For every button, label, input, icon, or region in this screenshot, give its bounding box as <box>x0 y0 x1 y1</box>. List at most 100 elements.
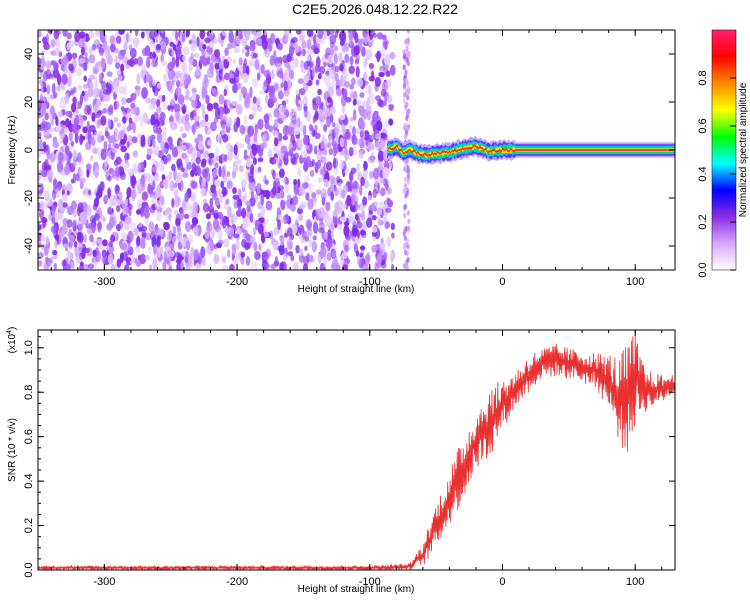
noise-blob <box>322 149 328 156</box>
noise-blob <box>56 73 62 86</box>
colorbar-ticks: 0.0 0.2 0.4 0.6 0.8 <box>697 70 736 278</box>
noise-strip-blob <box>405 109 409 116</box>
noise-blob <box>171 198 175 208</box>
spectrogram-y-tick-label: 0 <box>23 147 35 153</box>
noise-blob <box>263 218 269 224</box>
noise-blob <box>314 64 319 74</box>
noise-blob <box>94 166 99 179</box>
noise-blob <box>359 92 365 98</box>
noise-blob <box>98 72 103 82</box>
noise-blob <box>204 126 212 136</box>
noise-blob <box>58 198 64 210</box>
noise-blob <box>134 30 139 37</box>
noise-blob <box>162 147 168 154</box>
noise-blob <box>224 99 231 106</box>
noise-blob <box>350 194 356 206</box>
noise-blob <box>356 127 361 135</box>
snr-y-multiplier-exp: 4 <box>6 330 13 334</box>
noise-blob <box>386 94 393 103</box>
noise-blob <box>166 80 173 92</box>
noise-blob <box>59 230 65 239</box>
noise-blob <box>143 210 150 219</box>
noise-blob <box>206 102 214 112</box>
noise-blob <box>72 157 77 168</box>
colorbar-tick-label: 0.8 <box>697 70 709 85</box>
noise-blob <box>209 238 214 250</box>
noise-blob <box>341 103 346 115</box>
colorbar-tick-label: 0.2 <box>697 214 709 229</box>
noise-blob <box>97 221 102 233</box>
noise-blob <box>315 208 321 216</box>
noise-blob <box>362 168 369 177</box>
noise-blob <box>340 94 347 107</box>
noise-blob <box>193 248 199 261</box>
noise-blob <box>321 196 326 206</box>
noise-blob <box>49 152 56 163</box>
noise-strip-blob <box>405 80 410 87</box>
noise-blob <box>109 43 116 53</box>
noise-blob <box>91 112 96 123</box>
noise-blob <box>199 30 206 40</box>
noise-blob <box>224 47 229 57</box>
snr-y-multiplier-close: ) <box>7 327 18 330</box>
noise-blob <box>121 199 129 209</box>
noise-blob <box>140 31 145 39</box>
noise-blob <box>111 147 118 154</box>
noise-blob <box>255 37 263 47</box>
noise-blob <box>307 198 314 210</box>
noise-blob <box>114 166 120 178</box>
noise-blob <box>289 69 295 80</box>
noise-blob <box>283 80 288 92</box>
noise-blob <box>227 42 233 50</box>
noise-blob <box>291 114 297 125</box>
noise-blob <box>128 117 133 124</box>
noise-blob <box>74 247 78 254</box>
noise-blob <box>110 234 116 243</box>
noise-blob <box>332 157 337 170</box>
noise-strip-blob <box>406 179 410 185</box>
noise-blob <box>377 150 385 162</box>
noise-blob <box>40 234 46 242</box>
noise-blob <box>375 120 383 132</box>
noise-blob <box>158 159 165 172</box>
noise-blob <box>257 223 264 235</box>
noise-blob <box>391 263 395 270</box>
noise-blob <box>248 181 253 191</box>
noise-blob <box>349 84 355 90</box>
noise-blob <box>151 60 156 68</box>
noise-blob <box>196 36 200 47</box>
noise-blob <box>305 192 310 201</box>
noise-blob <box>181 115 188 125</box>
noise-blob <box>210 121 217 132</box>
noise-blob <box>137 254 142 261</box>
noise-blob <box>297 167 302 178</box>
noise-blob <box>113 100 117 111</box>
noise-blob <box>191 162 197 173</box>
noise-blob <box>222 133 229 143</box>
noise-blob <box>206 222 213 233</box>
noise-blob <box>56 124 62 132</box>
noise-blob <box>226 180 233 189</box>
noise-blob <box>160 30 164 34</box>
noise-blob <box>235 103 243 115</box>
noise-blob <box>38 170 42 182</box>
noise-blob <box>265 94 269 104</box>
noise-blob <box>238 33 244 40</box>
noise-blob <box>376 253 382 265</box>
noise-blob <box>330 228 335 240</box>
noise-blob <box>282 135 289 141</box>
noise-blob <box>245 157 253 168</box>
noise-blob <box>129 221 137 232</box>
noise-blob <box>344 53 350 64</box>
noise-blob <box>268 125 274 133</box>
noise-blob <box>214 179 221 187</box>
snr-y-multiplier-open: (x10 <box>7 333 18 353</box>
noise-blob <box>130 92 137 101</box>
noise-blob <box>144 232 152 241</box>
noise-blob <box>292 261 299 270</box>
noise-blob <box>323 178 329 188</box>
noise-blob <box>72 52 78 59</box>
noise-blob <box>241 207 247 219</box>
noise-blob <box>221 127 227 136</box>
noise-blob <box>315 189 322 195</box>
